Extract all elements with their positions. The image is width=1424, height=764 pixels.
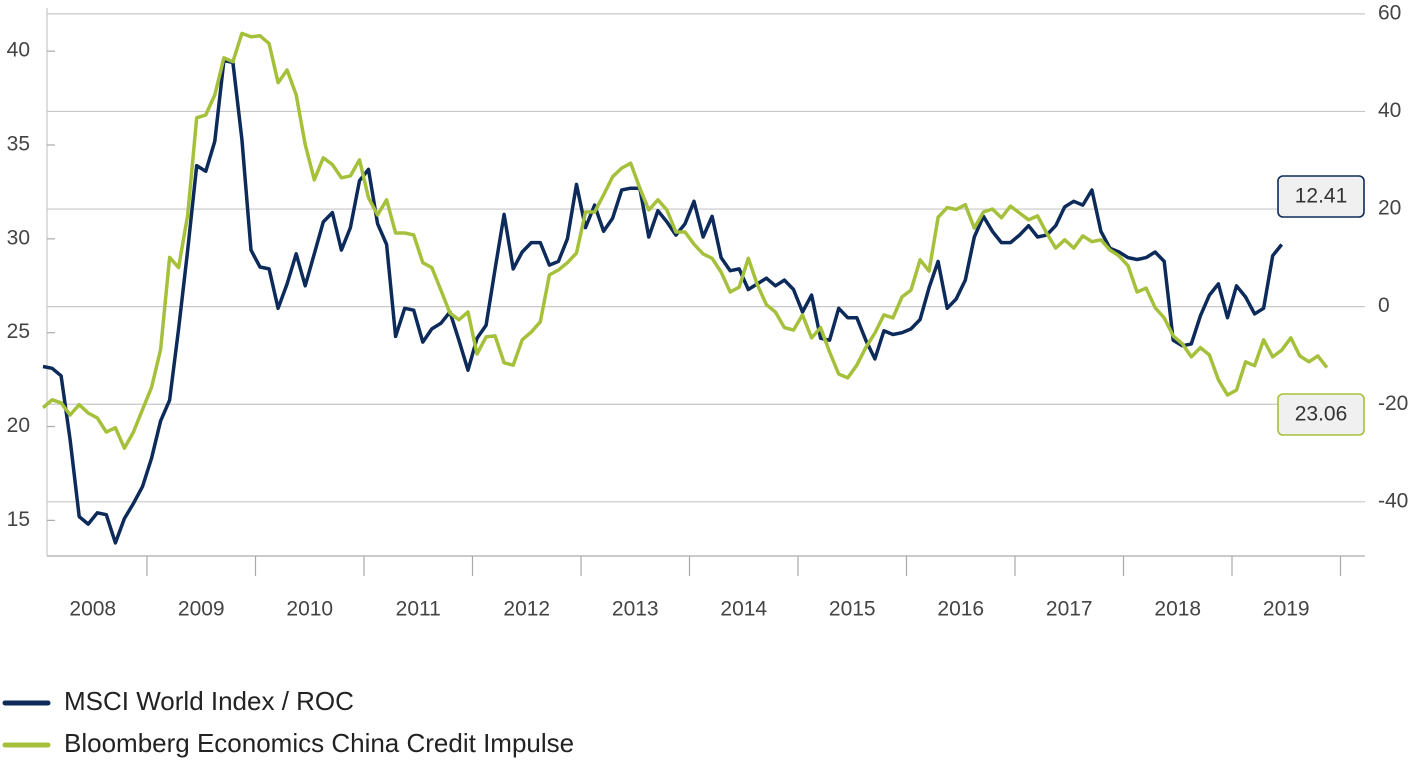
series-line <box>42 58 1284 545</box>
end-label: 23.06 <box>1295 403 1348 426</box>
x-tick-label: 2014 <box>720 598 767 621</box>
y-tick-label: 15 <box>7 508 30 531</box>
x-tick-label: 2019 <box>1263 598 1310 621</box>
x-tick-label: 2016 <box>937 598 984 621</box>
y-tick-label: 25 <box>7 320 30 343</box>
x-tick-label: 2010 <box>286 598 333 621</box>
y2-tick-label: 0 <box>1378 294 1390 317</box>
x-tick-label: 2015 <box>829 598 876 621</box>
end-label: 12.41 <box>1295 185 1348 208</box>
end-label-box <box>1277 175 1365 218</box>
y-tick-label: 30 <box>7 226 30 249</box>
y-tick-label: 40 <box>7 39 30 62</box>
y2-tick-label: -20 <box>1378 392 1408 415</box>
legend-label: Bloomberg Economics China Credit Impulse <box>64 728 574 758</box>
y2-tick-label: 40 <box>1378 99 1401 122</box>
x-tick-label: 2008 <box>69 598 116 621</box>
x-tick-label: 2013 <box>612 598 659 621</box>
x-tick-label: 2009 <box>178 598 225 621</box>
y2-tick-label: 20 <box>1378 197 1401 220</box>
x-tick-label: 2018 <box>1154 598 1201 621</box>
y-tick-label: 20 <box>7 414 30 437</box>
x-tick-label: 2012 <box>503 598 550 621</box>
end-label-box <box>1277 393 1365 436</box>
legend-label: MSCI World Index / ROC <box>64 686 354 716</box>
x-tick-label: 2011 <box>396 598 441 621</box>
y-tick-label: 35 <box>7 133 30 156</box>
series-line <box>41 31 1329 450</box>
x-tick-label: 2017 <box>1046 598 1093 621</box>
y2-tick-label: 60 <box>1378 1 1401 24</box>
y2-tick-label: -40 <box>1378 489 1408 512</box>
